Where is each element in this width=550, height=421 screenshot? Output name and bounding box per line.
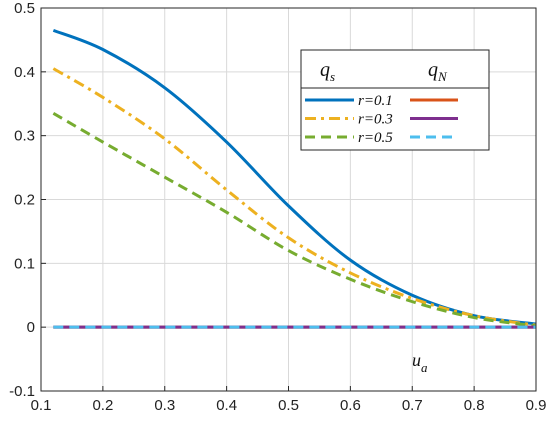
x-tick-label: 0.3 — [154, 397, 175, 414]
x-axis-label-subscript: a — [421, 360, 428, 375]
series-layer — [52, 28, 537, 329]
x-axis-label-main: u — [412, 350, 421, 370]
legend-header-qs: qs — [320, 59, 335, 84]
y-tick-label: 0.3 — [14, 128, 35, 145]
legend-row-label: r=0.5 — [358, 130, 393, 146]
y-axis-ticks: -0.1 0 0.1 0.2 0.3 0.4 0.5 — [9, 0, 46, 400]
x-tick-label: 0.7 — [402, 397, 423, 414]
legend-header-qs-subscript: s — [330, 69, 335, 84]
x-tick-label: 0.1 — [31, 397, 52, 414]
y-tick-label: 0.2 — [14, 192, 35, 209]
x-tick-label: 0.4 — [216, 397, 237, 414]
y-tick-label: 0.5 — [14, 0, 35, 17]
series-line-qs-r05 — [52, 112, 537, 328]
legend-header-qn-main: q — [428, 59, 438, 81]
y-tick-label: 0.4 — [14, 64, 35, 81]
y-tick-label: 0 — [27, 319, 35, 336]
legend-row-label: r=0.3 — [358, 112, 393, 128]
legend: qs qN r=0.1r=0.3r=0.5 — [300, 49, 490, 151]
y-tick-label: 0.1 — [14, 255, 35, 272]
x-tick-label: 0.6 — [340, 397, 361, 414]
x-tick-label: 0.8 — [464, 397, 485, 414]
x-axis-label: ua — [412, 350, 428, 375]
series-line-qs-r03 — [52, 67, 537, 327]
legend-header-qs-main: q — [320, 59, 330, 81]
y-tick-label: -0.1 — [9, 383, 35, 400]
plot-frame — [40, 7, 537, 392]
x-axis-ticks: 0.1 0.2 0.3 0.4 0.5 0.6 0.7 0.8 0.9 — [31, 386, 547, 414]
legend-row-label: r=0.1 — [358, 93, 393, 109]
legend-header-qn: qN — [428, 59, 448, 84]
x-tick-label: 0.2 — [92, 397, 113, 414]
legend-header-qn-subscript: N — [437, 69, 448, 84]
x-tick-label: 0.5 — [278, 397, 299, 414]
legend-rows: r=0.1 r=0.3 r=0.5 — [305, 93, 458, 146]
x-tick-label: 0.9 — [526, 397, 547, 414]
